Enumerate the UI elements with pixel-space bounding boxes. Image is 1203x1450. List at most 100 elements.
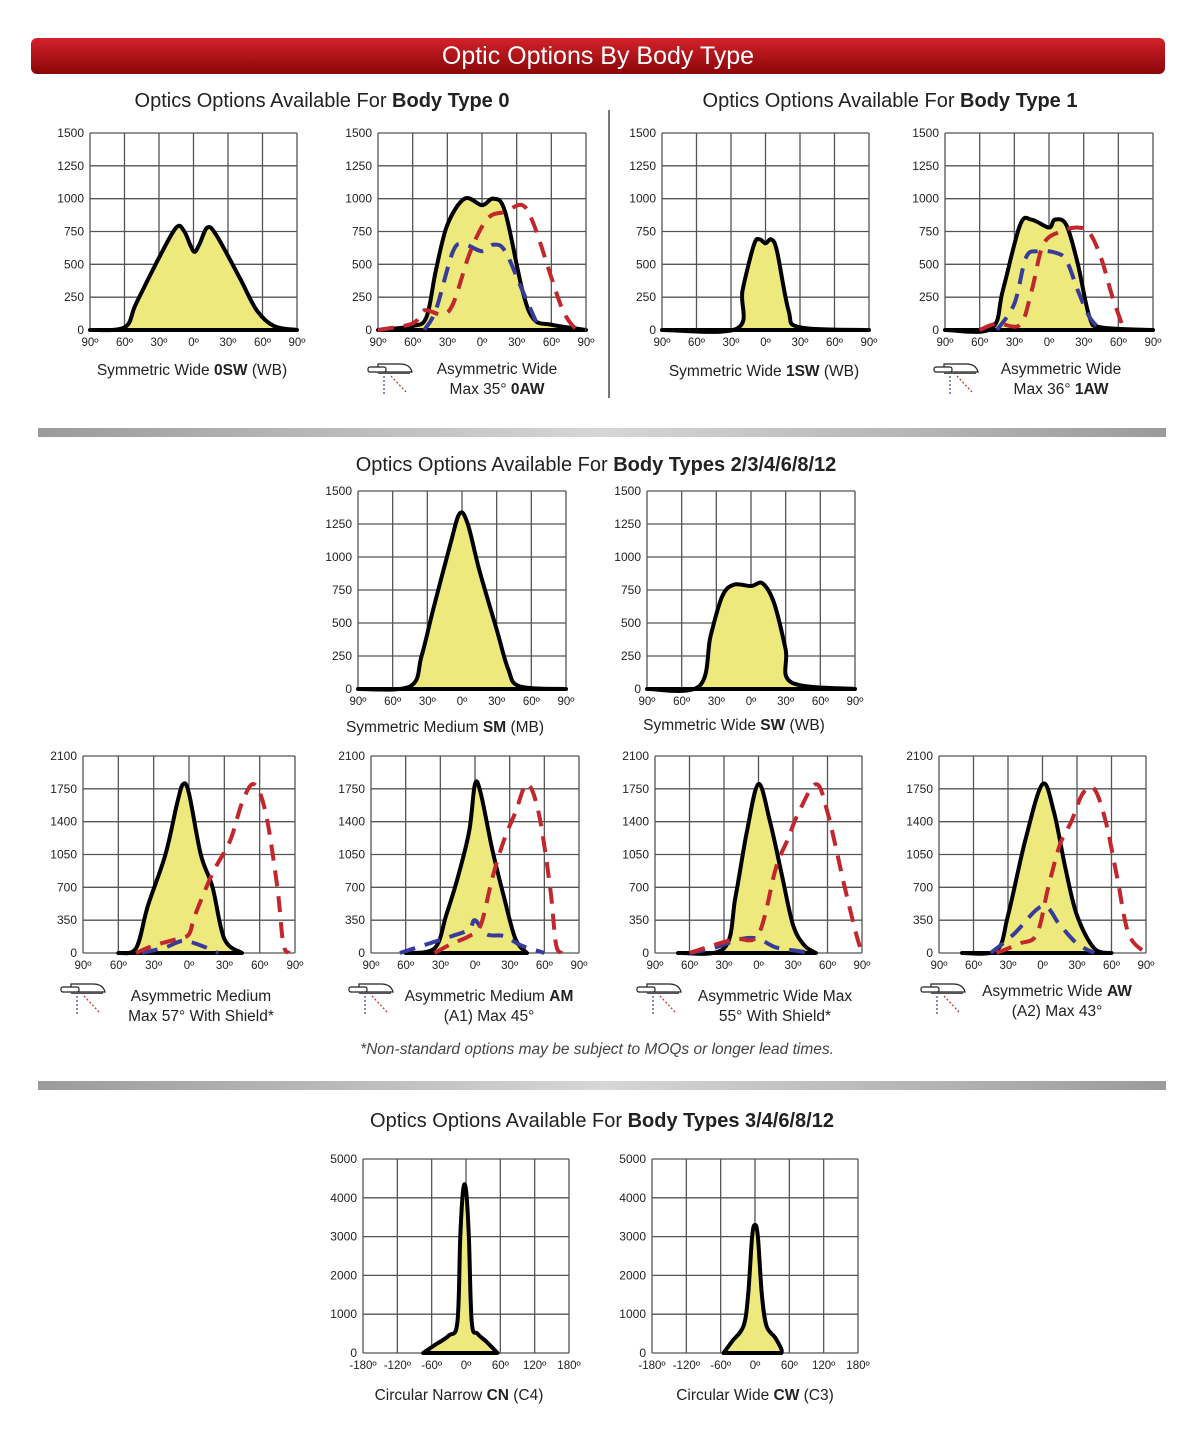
x-tick-label: 30º xyxy=(708,696,726,708)
luminaire-icon xyxy=(367,363,413,396)
luminaire-icon xyxy=(348,983,394,1016)
intensity-area xyxy=(721,1222,784,1355)
x-tick-label: 0º xyxy=(477,337,488,349)
chart-asymmetric-medium: 90º 60º 30º 0º 30º 60º 90º03507001050140017502… xyxy=(50,749,304,1025)
y-tick-label: 0 xyxy=(926,946,933,960)
caption-text: Asymmetric Medium xyxy=(131,988,271,1005)
x-tick-label: 30º xyxy=(220,337,238,349)
y-tick-label: 700 xyxy=(345,880,365,894)
caption-text: Max 57° With Shield* xyxy=(128,1008,274,1025)
chart-symmetric-wide-0sw-wb-: 90º 60º 30º 0º 30º 60º 90º02505007501000125015… xyxy=(57,126,306,379)
luminaire-icon xyxy=(920,983,966,1016)
chart-asymmetric-medium-am: 90º 60º 30º 0º 30º 60º 90º03507001050140017502… xyxy=(338,749,588,1025)
chart-caption: Symmetric Wide 1SW (WB) xyxy=(669,363,859,380)
chart-symmetric-wide-1sw-wb-: 90º 60º 30º 0º 30º 60º 90º02505007501000125015… xyxy=(629,126,878,380)
y-tick-label: 1000 xyxy=(629,192,656,206)
heading-prefix: Optics Options Available For xyxy=(355,454,614,476)
y-tick-label: 0 xyxy=(365,323,372,337)
chart-caption: Symmetric Medium SM (MB) xyxy=(346,719,544,736)
x-tick-label: 90º xyxy=(937,337,955,349)
x-tick-label: 90º xyxy=(363,960,381,972)
caption-text: (WB) xyxy=(248,362,288,379)
x-tick-label: 0º xyxy=(1044,337,1055,349)
red-beam-line xyxy=(371,995,388,1013)
y-tick-label: 1250 xyxy=(912,159,939,173)
y-tick-label: 750 xyxy=(919,225,939,239)
chart-caption: Circular Wide CW (C3) xyxy=(676,1387,834,1404)
luminaire-lens xyxy=(359,992,391,994)
red-beam-line xyxy=(943,995,960,1013)
x-tick-label: 0º xyxy=(753,960,764,972)
caption-text: (A1) Max 45° xyxy=(444,1008,535,1025)
x-tick-label: 60º xyxy=(536,960,554,972)
luminaire-arm xyxy=(920,986,940,993)
luminaire-arm xyxy=(367,366,387,373)
y-tick-label: 5000 xyxy=(330,1152,357,1166)
x-tick-label: 60º xyxy=(812,696,830,708)
luminaire-icon xyxy=(933,363,979,396)
y-tick-label: 1400 xyxy=(50,815,77,829)
x-tick-label: 30º xyxy=(792,337,810,349)
x-tick-label: 0º xyxy=(750,1360,761,1372)
caption-text: Asymmetric Wide xyxy=(982,983,1107,1000)
y-tick-label: 1250 xyxy=(345,159,372,173)
chart-caption: Asymmetric Wide Max xyxy=(698,988,852,1005)
y-tick-label: 1400 xyxy=(906,815,933,829)
y-tick-label: 750 xyxy=(621,583,641,597)
x-tick-label: 30º xyxy=(785,960,803,972)
luminaire-arm xyxy=(636,986,656,993)
red-beam-line xyxy=(659,995,676,1013)
x-tick-label: 60º xyxy=(1103,960,1121,972)
caption-text: (MB) xyxy=(506,719,544,736)
x-tick-label: 60º xyxy=(681,960,699,972)
y-tick-label: 1750 xyxy=(622,782,649,796)
chart-asymmetric-wide: 90º 60º 30º 0º 30º 60º 90º02505007501000125015… xyxy=(345,126,595,398)
chart-caption: Asymmetric Wide xyxy=(437,361,558,378)
intensity-area xyxy=(356,510,568,692)
caption-text: Circular Wide xyxy=(676,1387,773,1404)
y-tick-label: 350 xyxy=(913,913,933,927)
luminaire-icon xyxy=(636,983,682,1016)
y-tick-label: 0 xyxy=(358,946,365,960)
banner-title: Optic Options By Body Type xyxy=(31,38,1165,74)
y-tick-label: 1500 xyxy=(614,484,641,498)
caption-text: Circular Narrow xyxy=(375,1387,487,1404)
x-tick-label: 60º xyxy=(971,337,989,349)
y-tick-label: 1400 xyxy=(622,815,649,829)
x-tick-label: 60º xyxy=(781,1360,799,1372)
x-tick-label: 0º xyxy=(470,960,481,972)
intensity-area xyxy=(116,781,244,956)
caption-text: Max 35° xyxy=(450,381,511,398)
chart-asymmetric-wide-aw: 90º 60º 30º 0º 30º 60º 90º03507001050140017502… xyxy=(906,749,1155,1020)
x-tick-label: 180º xyxy=(557,1360,581,1372)
y-tick-label: 0 xyxy=(345,682,352,696)
caption-code: SW xyxy=(760,717,785,734)
chart-caption: Asymmetric Medium xyxy=(131,988,271,1005)
heading-bold: Body Types 3/4/6/8/12 xyxy=(627,1110,834,1132)
y-tick-label: 0 xyxy=(634,682,641,696)
x-tick-label: 60º xyxy=(688,337,706,349)
y-tick-label: 700 xyxy=(57,880,77,894)
red-beam-line xyxy=(83,995,100,1013)
caption-text: Asymmetric Wide xyxy=(437,361,558,378)
caption-text: (WB) xyxy=(785,717,825,734)
y-tick-label: 1400 xyxy=(338,815,365,829)
x-tick-label: 60º xyxy=(116,337,134,349)
x-tick-label: -60º xyxy=(421,1360,443,1372)
x-tick-label: 90º xyxy=(571,960,589,972)
x-tick-label: 30º xyxy=(501,960,519,972)
chart-symmetric-wide-sw-wb-: 90º 60º 30º 0º 30º 60º 90º02505007501000125015… xyxy=(614,484,864,734)
x-tick-label: 60º xyxy=(543,337,561,349)
luminaire-lens xyxy=(647,992,679,994)
x-tick-label: 30º xyxy=(439,337,457,349)
x-tick-label: 60º xyxy=(826,337,844,349)
y-tick-label: 1000 xyxy=(345,192,372,206)
y-tick-label: 500 xyxy=(352,257,372,271)
x-tick-label: 60º xyxy=(492,1360,510,1372)
heading-bold: Body Types 2/3/4/6/8/12 xyxy=(613,454,837,476)
y-tick-label: 4000 xyxy=(330,1191,357,1205)
caption-text: (C4) xyxy=(509,1387,543,1404)
caption-code: CN xyxy=(487,1387,509,1404)
blue-dashed-series xyxy=(141,938,220,955)
